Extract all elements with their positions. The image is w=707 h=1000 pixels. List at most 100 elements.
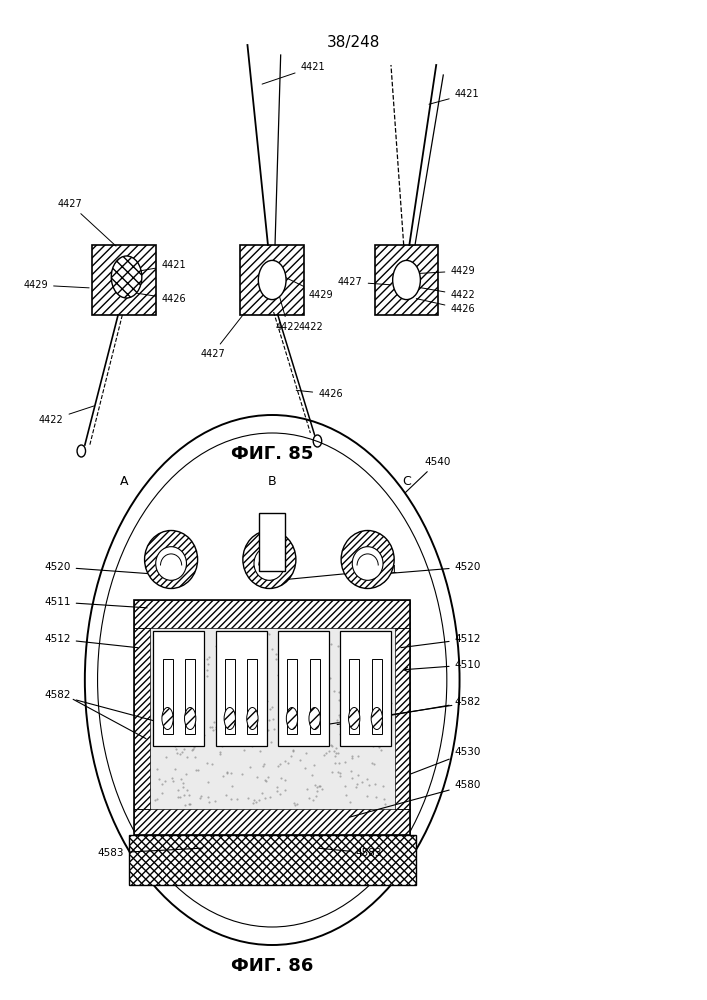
Point xyxy=(180,637,192,653)
Point xyxy=(245,715,256,731)
Point xyxy=(167,729,178,745)
Text: 4512: 4512 xyxy=(45,634,138,648)
Point xyxy=(279,753,291,769)
Point xyxy=(280,782,291,798)
Point xyxy=(314,778,325,794)
Point xyxy=(335,674,346,690)
Point xyxy=(178,647,189,663)
Point xyxy=(249,792,260,808)
Point xyxy=(169,738,180,754)
Point xyxy=(206,719,218,735)
Bar xyxy=(375,245,438,315)
Point xyxy=(307,698,318,714)
Point xyxy=(334,684,345,700)
Point xyxy=(177,775,189,791)
Point xyxy=(209,793,221,809)
Point xyxy=(204,719,216,735)
Point xyxy=(377,778,388,794)
Point xyxy=(313,778,325,794)
Point xyxy=(346,770,358,786)
Point xyxy=(174,687,185,703)
Point xyxy=(268,721,279,737)
Point xyxy=(305,691,317,707)
Point xyxy=(353,662,364,678)
Point xyxy=(310,658,322,674)
Point xyxy=(300,745,312,761)
Point xyxy=(305,627,317,643)
Point xyxy=(329,683,340,699)
Point xyxy=(198,727,209,743)
Point xyxy=(299,701,310,717)
Ellipse shape xyxy=(156,547,187,580)
Text: 38/248: 38/248 xyxy=(327,35,380,50)
Point xyxy=(236,766,247,782)
Point xyxy=(218,663,230,679)
Bar xyxy=(134,600,410,835)
Point xyxy=(322,649,333,665)
Text: 4540: 4540 xyxy=(405,457,450,493)
Text: 4583: 4583 xyxy=(319,848,382,858)
Point xyxy=(280,772,291,788)
Point xyxy=(303,733,314,749)
Point xyxy=(186,673,197,689)
Point xyxy=(284,714,296,730)
Point xyxy=(252,769,263,785)
Point xyxy=(380,796,391,812)
Point xyxy=(303,790,315,806)
Point xyxy=(264,701,276,717)
Point xyxy=(149,792,160,808)
Point xyxy=(238,700,249,716)
Bar xyxy=(216,631,267,746)
Point xyxy=(368,726,380,742)
Point xyxy=(300,661,311,677)
Point xyxy=(377,706,388,722)
Point xyxy=(346,748,358,764)
Point xyxy=(332,745,344,761)
Point xyxy=(235,661,246,677)
Point xyxy=(288,743,299,759)
Point xyxy=(238,742,250,758)
Bar xyxy=(92,245,156,315)
Point xyxy=(171,663,182,679)
Point xyxy=(286,730,298,746)
Point xyxy=(288,662,300,678)
Point xyxy=(371,664,382,680)
Point xyxy=(315,644,326,660)
Bar xyxy=(259,512,285,570)
Point xyxy=(345,794,356,810)
Point xyxy=(157,785,168,801)
Ellipse shape xyxy=(162,708,173,730)
Text: 4427: 4427 xyxy=(58,199,116,246)
Text: 4427: 4427 xyxy=(200,313,245,359)
Point xyxy=(255,737,267,753)
Point xyxy=(265,734,276,750)
Point xyxy=(201,668,212,684)
Ellipse shape xyxy=(349,708,360,730)
Point xyxy=(275,631,286,647)
Point xyxy=(245,708,257,724)
Point xyxy=(186,650,197,666)
Point xyxy=(345,716,356,732)
Point xyxy=(284,626,295,642)
Point xyxy=(381,645,392,661)
Point xyxy=(151,663,162,679)
Point xyxy=(329,748,341,764)
Point xyxy=(270,651,281,667)
Point xyxy=(286,748,297,764)
Point xyxy=(244,759,255,775)
Bar xyxy=(92,245,156,315)
Point xyxy=(257,627,268,643)
Point xyxy=(173,789,184,805)
Ellipse shape xyxy=(185,708,196,730)
Ellipse shape xyxy=(247,708,258,730)
Point xyxy=(148,644,160,660)
Text: ФИГ. 86: ФИГ. 86 xyxy=(231,957,313,975)
Point xyxy=(274,786,286,802)
Ellipse shape xyxy=(371,708,382,730)
Point xyxy=(151,726,163,742)
Ellipse shape xyxy=(224,708,235,730)
Point xyxy=(346,693,358,709)
Point xyxy=(181,625,192,641)
Point xyxy=(171,703,182,719)
Point xyxy=(294,676,305,692)
